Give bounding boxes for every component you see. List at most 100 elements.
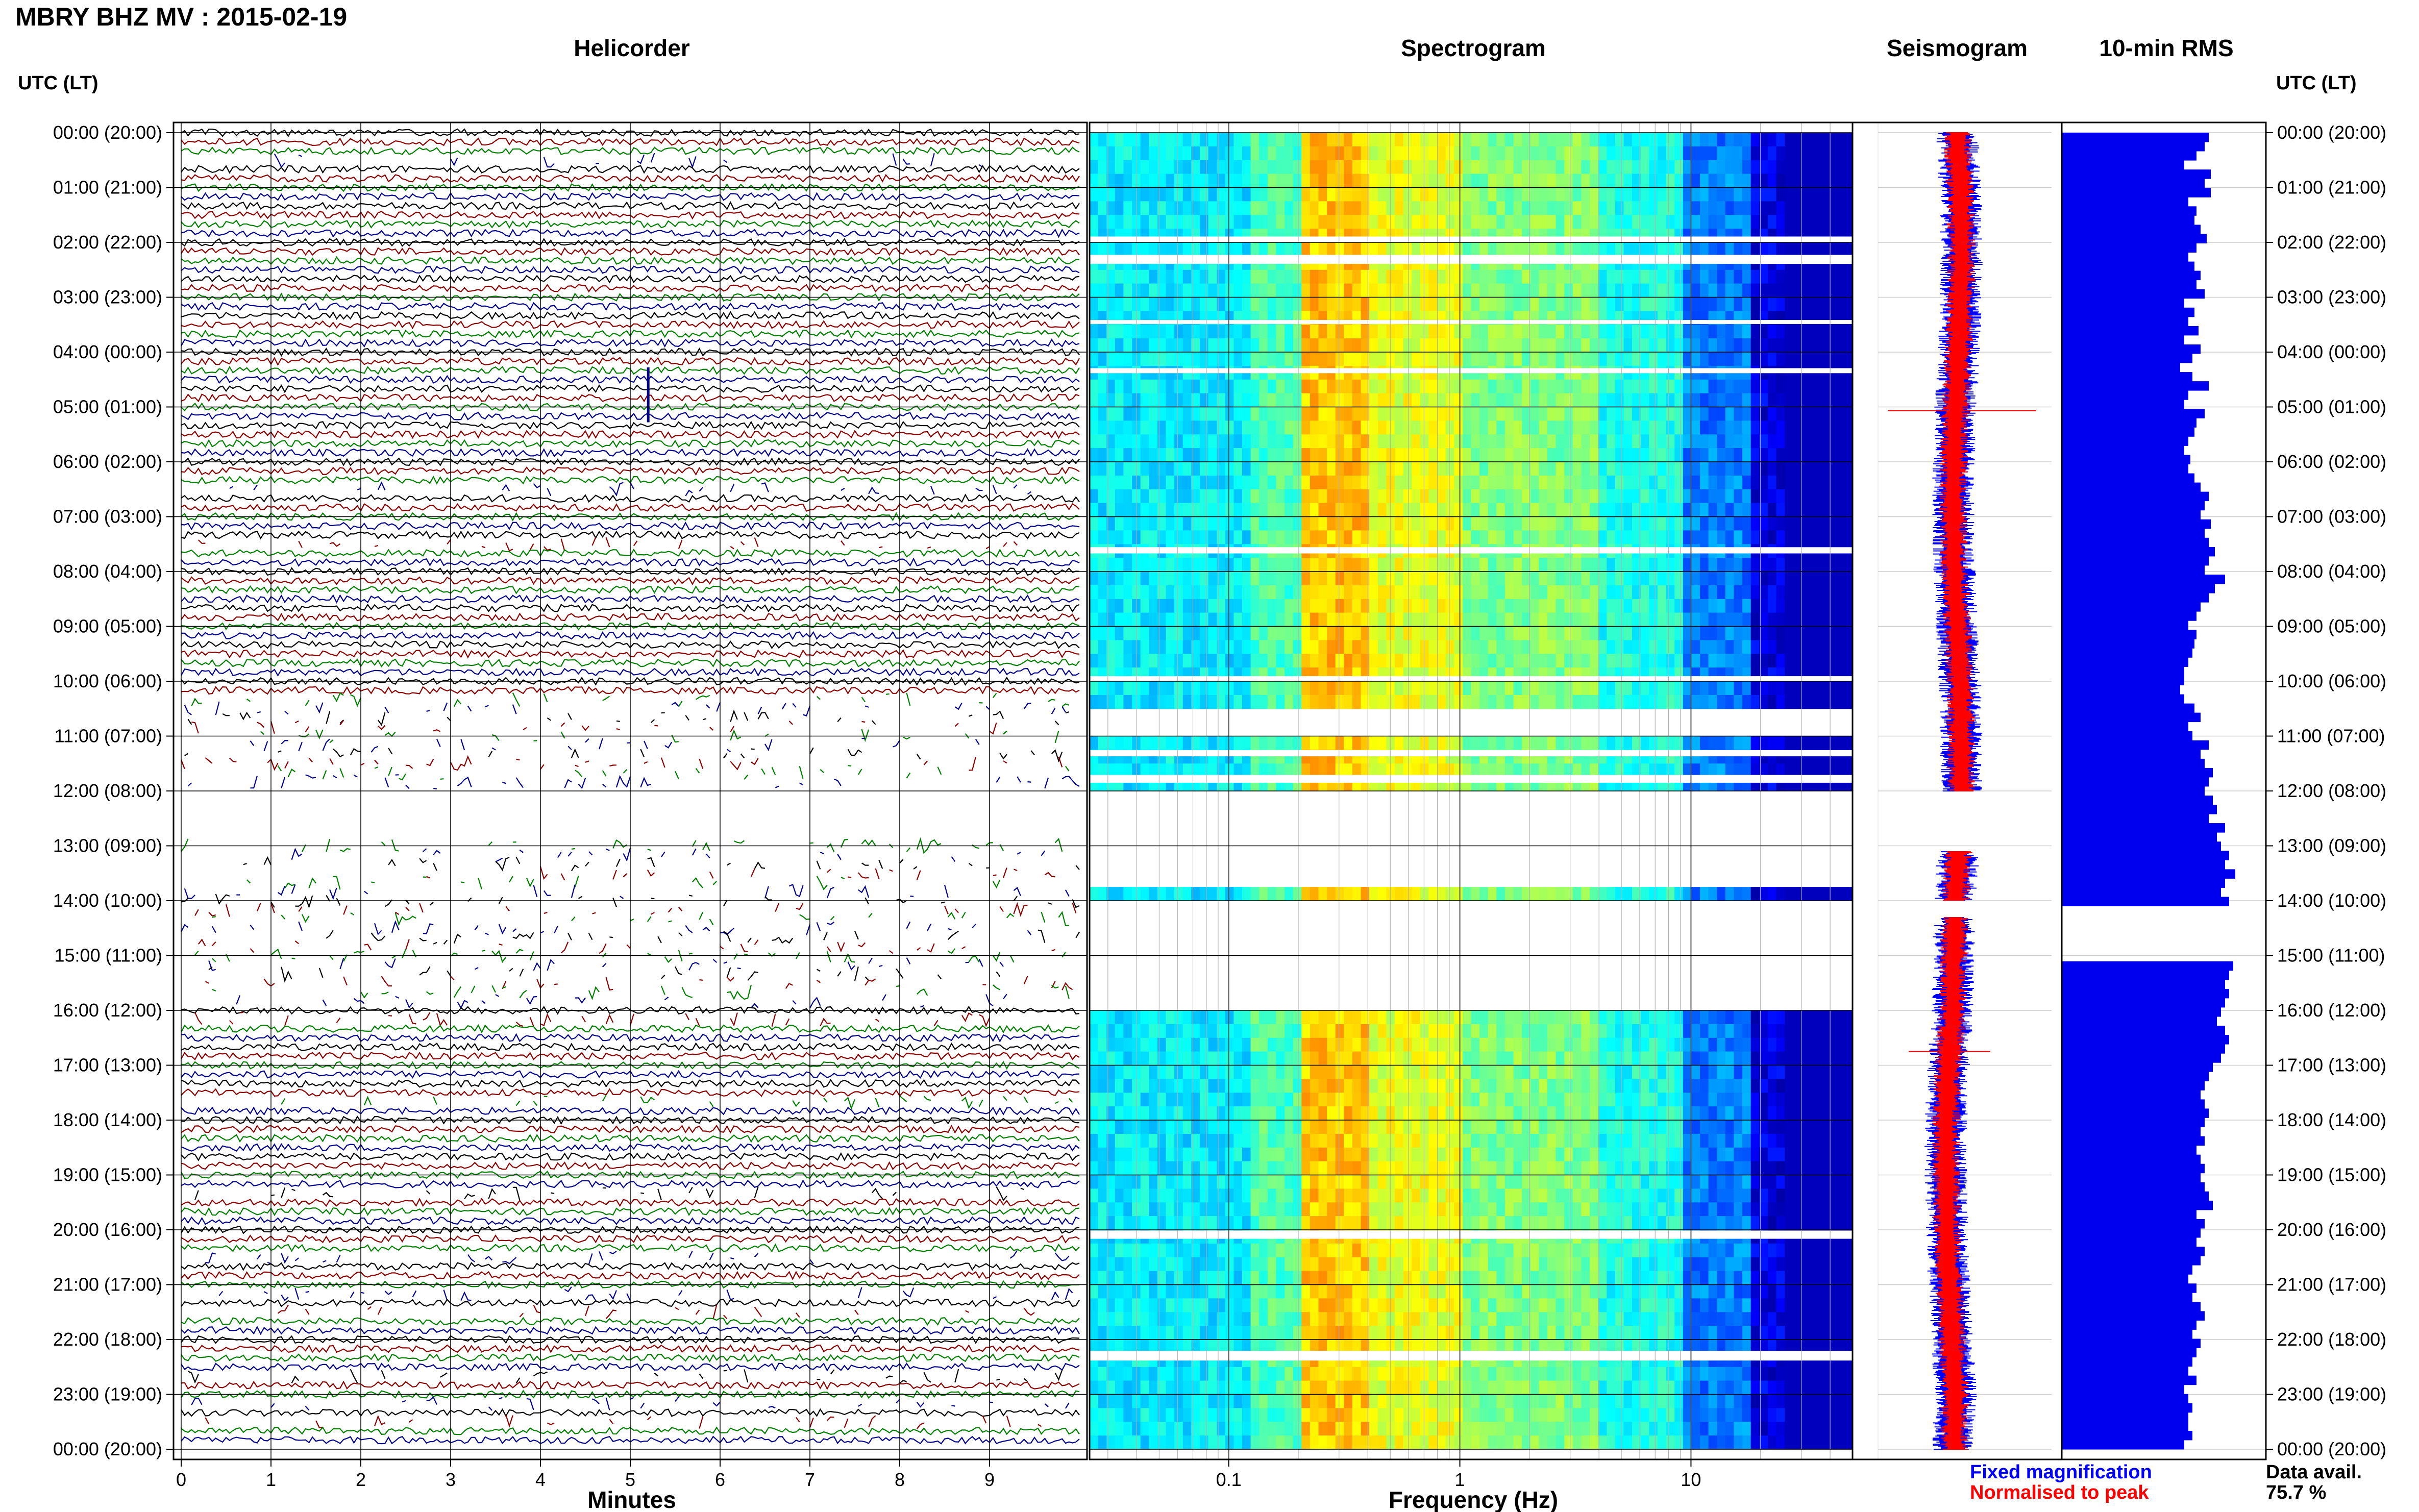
- spectrogram-cell: [1564, 338, 1573, 353]
- spectrogram-cell: [1233, 1093, 1243, 1107]
- spectrogram-cell: [1742, 187, 1751, 202]
- spectrogram-cell: [1835, 1037, 1844, 1052]
- spectrogram-cell: [1759, 626, 1768, 640]
- spectrogram-cell: [1132, 242, 1141, 257]
- spectrogram-cell: [1742, 283, 1751, 298]
- spectrogram-cell: [1632, 654, 1641, 668]
- spectrogram-cell: [1827, 269, 1836, 284]
- spectrogram-cell: [1513, 173, 1522, 188]
- spectrogram-cell: [1225, 201, 1234, 215]
- spectrogram-cell: [1581, 420, 1590, 435]
- spectrogram-cell: [1504, 283, 1514, 298]
- spectrogram-cell: [1182, 160, 1192, 175]
- spectrogram-cell: [1607, 173, 1616, 188]
- spectrogram-cell: [1615, 599, 1624, 613]
- spectrogram-cell: [1590, 297, 1599, 311]
- spectrogram-cell: [1259, 503, 1268, 517]
- spectrogram-cell: [1615, 325, 1624, 339]
- spectrogram-cell: [1369, 475, 1378, 490]
- spectrogram-cell: [1403, 475, 1412, 490]
- spectrogram-cell: [1767, 379, 1777, 394]
- spectrogram-cell: [1132, 325, 1141, 339]
- spectrogram-cell: [1725, 1024, 1734, 1038]
- spectrogram-cell: [1395, 407, 1404, 421]
- spectrogram-cell: [1115, 516, 1124, 531]
- spectrogram-cell: [1827, 572, 1836, 586]
- spectrogram-cell: [1318, 215, 1327, 229]
- spectrogram-cell: [1157, 763, 1167, 778]
- spectrogram-cell: [1310, 503, 1319, 517]
- spectrogram-cell: [1649, 462, 1658, 476]
- spectrogram-cell: [1174, 1010, 1183, 1025]
- spectrogram-cell: [1810, 1093, 1819, 1107]
- spectrogram-cell: [1098, 695, 1107, 709]
- spectrogram-cell: [1632, 1037, 1641, 1052]
- spectrogram-cell: [1734, 462, 1743, 476]
- spectrogram-cell: [1640, 187, 1649, 202]
- spectrogram-cell: [1844, 187, 1853, 202]
- spectrogram-cell: [1793, 434, 1802, 449]
- spectrogram-cell: [1564, 393, 1573, 408]
- spectrogram-cell: [1285, 448, 1294, 462]
- spectrogram-cell: [1166, 297, 1175, 311]
- spectrogram-cell: [1547, 1010, 1557, 1025]
- spectrogram-cell: [1708, 297, 1717, 311]
- spectrogram-cell: [1835, 187, 1844, 202]
- spectrogram-cell: [1217, 503, 1226, 517]
- spectrogram-cell: [1225, 1120, 1234, 1134]
- spectrogram-cell: [1454, 1079, 1463, 1093]
- spectrogram-cell: [1335, 530, 1344, 544]
- spectrogram-cell: [1285, 475, 1294, 490]
- spectrogram-cell: [1225, 626, 1234, 640]
- spectrogram-cell: [1454, 462, 1463, 476]
- spectrogram-cell: [1098, 283, 1107, 298]
- spectrogram-cell: [1623, 201, 1633, 215]
- spectrogram-cell: [1182, 407, 1192, 421]
- spectrogram-cell: [1632, 763, 1641, 778]
- spectrogram-cell: [1166, 489, 1175, 504]
- spectrogram-cell: [1835, 393, 1844, 408]
- spectrogram-cell: [1547, 242, 1557, 257]
- spectrogram-cell: [1479, 393, 1489, 408]
- spectrogram-cell: [1132, 187, 1141, 202]
- spectrogram-cell: [1801, 283, 1811, 298]
- spectrogram-cell: [1149, 736, 1158, 750]
- spectrogram-cell: [1581, 352, 1590, 366]
- spectrogram-cell: [1590, 585, 1599, 600]
- spectrogram-cell: [1327, 475, 1336, 490]
- spectrogram-cell: [1369, 420, 1378, 435]
- spectrogram-cell: [1361, 585, 1370, 600]
- spectrogram-cell: [1090, 187, 1099, 202]
- spectrogram-cell: [1581, 1037, 1590, 1052]
- spectrogram-cell: [1750, 695, 1760, 709]
- spectrogram-cell: [1318, 530, 1327, 544]
- spectrogram-cell: [1174, 1079, 1183, 1093]
- spectrogram-cell: [1556, 1010, 1565, 1025]
- spectrogram-cell: [1352, 379, 1362, 394]
- spectrogram-cell: [1386, 503, 1395, 517]
- spectrogram-cell: [1504, 420, 1514, 435]
- spectrogram-cell: [1217, 146, 1226, 161]
- spectrogram-cell: [1496, 1010, 1505, 1025]
- spectrogram-cell: [1250, 297, 1260, 311]
- spectrogram-cell: [1657, 1037, 1667, 1052]
- spectrogram-cell: [1199, 736, 1209, 750]
- spectrogram-cell: [1827, 1037, 1836, 1052]
- spectrogram-cell: [1750, 1093, 1760, 1107]
- spectrogram-cell: [1106, 736, 1116, 750]
- spectrogram-cell: [1225, 133, 1234, 147]
- spectrogram-cell: [1123, 558, 1132, 572]
- spectrogram-cell: [1420, 297, 1429, 311]
- spectrogram-cell: [1742, 640, 1751, 654]
- spectrogram-cell: [1564, 297, 1573, 311]
- spectrogram-cell: [1267, 1051, 1276, 1066]
- spectrogram-cell: [1572, 201, 1582, 215]
- spectrogram-cell: [1835, 1079, 1844, 1093]
- spectrogram-cell: [1717, 585, 1726, 600]
- spectrogram-cell: [1683, 1065, 1692, 1079]
- spectrogram-cell: [1445, 160, 1454, 175]
- spectrogram-cell: [1590, 516, 1599, 531]
- spectrogram-cell: [1539, 420, 1548, 435]
- spectrogram-cell: [1691, 489, 1700, 504]
- spectrogram-cell: [1522, 654, 1531, 668]
